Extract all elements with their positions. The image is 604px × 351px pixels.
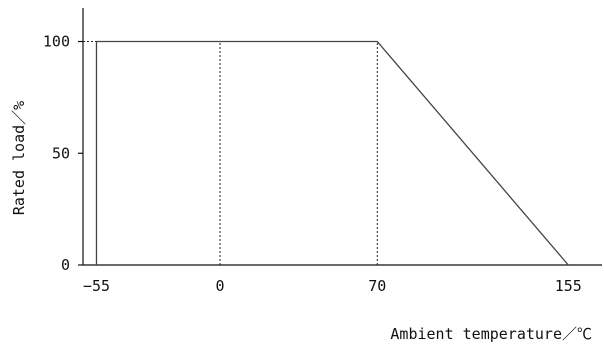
reference-lines [83,41,378,265]
derating-curve-0 [95,40,569,266]
x-tick-labels: −55 0 70 155 [83,277,582,295]
y-tick-label-2: 100 [43,33,70,51]
y-tick-label-0: 0 [61,256,70,274]
y-axis-label: Rated load／% [10,101,28,215]
series-layer [95,40,569,266]
x-axis-label: Ambient temperature／℃ [390,325,592,343]
x-tick-label-0: −55 [83,277,110,295]
x-tick-label-2: 70 [368,277,386,295]
y-tick-labels: 0 50 100 [43,33,83,274]
x-tick-label-3: 155 [555,277,582,295]
y-tick-label-1: 50 [52,144,70,162]
axes [82,8,602,266]
x-tick-label-1: 0 [216,277,225,295]
